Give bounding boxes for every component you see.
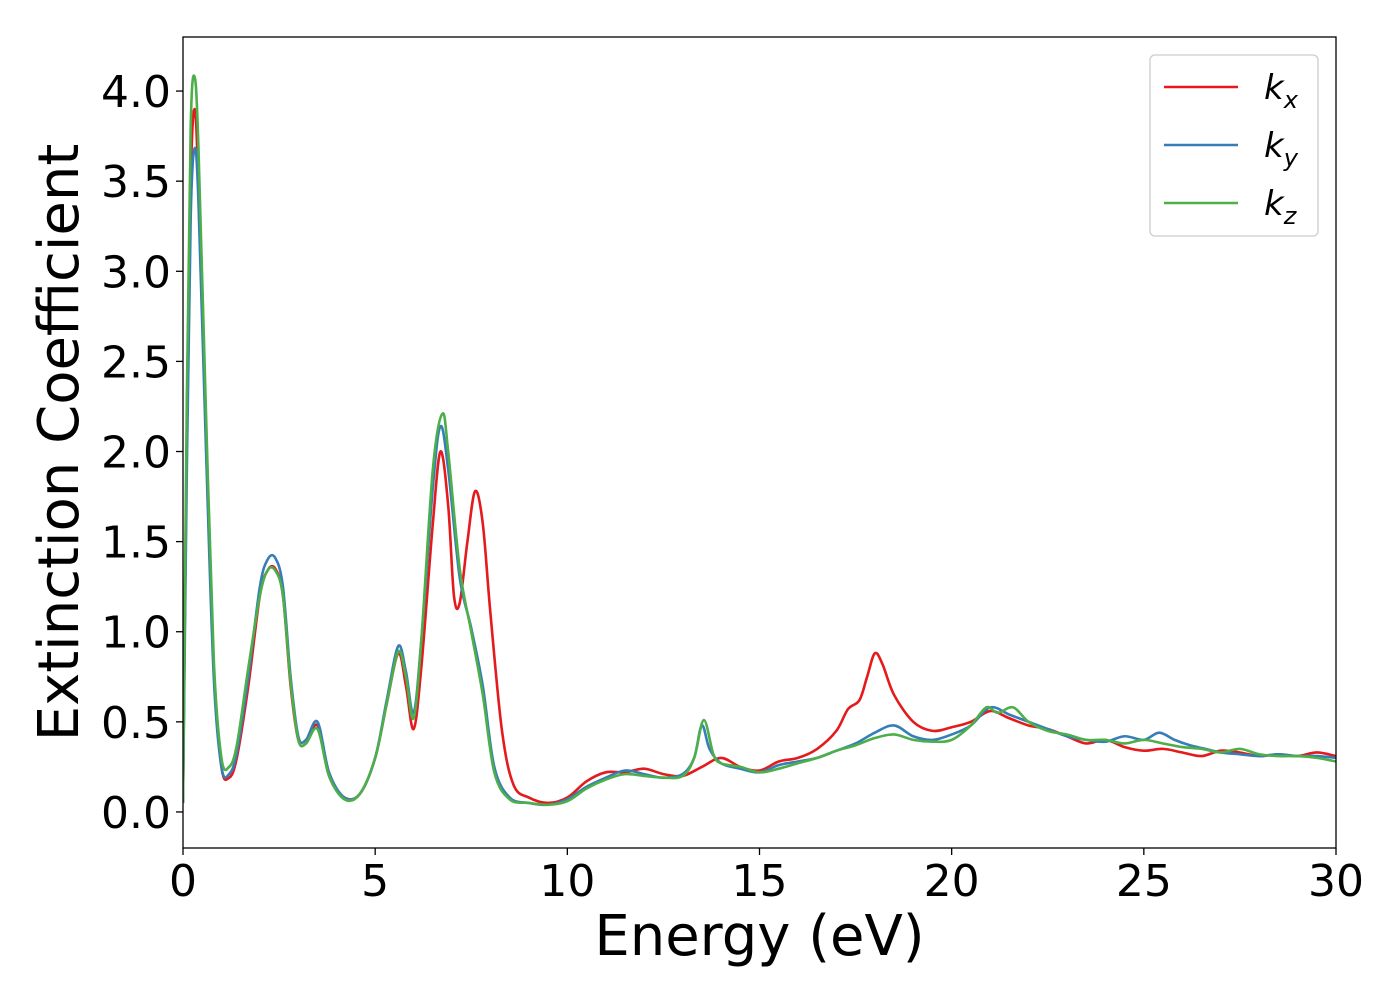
series-line-z bbox=[183, 74, 1336, 807]
y-tick-label: 1.5 bbox=[101, 518, 171, 569]
x-axis-label: Energy (eV) bbox=[594, 904, 924, 969]
y-tick-label: 3.0 bbox=[101, 247, 171, 298]
x-tick-label: 0 bbox=[169, 856, 197, 907]
y-tick-label: 2.5 bbox=[101, 337, 171, 388]
legend-label-y: ky bbox=[1264, 126, 1299, 172]
x-tick-label: 10 bbox=[539, 856, 595, 907]
x-tick-label: 5 bbox=[361, 856, 389, 907]
legend-label-main: k bbox=[1264, 68, 1285, 108]
x-tick-label: 25 bbox=[1116, 856, 1172, 907]
x-tick-label: 15 bbox=[732, 856, 788, 907]
y-tick-label: 0.5 bbox=[101, 698, 171, 749]
x-tick-label: 30 bbox=[1308, 856, 1364, 907]
legend-label-subscript: x bbox=[1283, 86, 1299, 114]
y-tick-label: 0.0 bbox=[101, 788, 171, 839]
legend-label-main: k bbox=[1264, 184, 1285, 224]
legend-label-subscript: y bbox=[1283, 144, 1299, 172]
x-axis-ticks: 0 5 10 15 20 25 30 bbox=[169, 848, 1364, 907]
y-tick-label: 3.5 bbox=[101, 157, 171, 208]
x-tick-label: 20 bbox=[924, 856, 980, 907]
legend-label-main: k bbox=[1264, 126, 1285, 166]
legend-label-z: kz bbox=[1264, 184, 1298, 230]
series-layer bbox=[183, 74, 1336, 807]
y-tick-label: 4.0 bbox=[101, 67, 171, 118]
y-axis-ticks: 0.0 0.5 1.0 1.5 2.0 2.5 3.0 3.5 4.0 bbox=[101, 67, 183, 839]
y-axis-label: Extinction Coefficient bbox=[27, 144, 92, 742]
y-tick-label: 1.0 bbox=[101, 608, 171, 659]
legend-label-subscript: z bbox=[1283, 202, 1298, 230]
series-line-y bbox=[183, 146, 1336, 807]
y-tick-label: 2.0 bbox=[101, 428, 171, 479]
legend-label-x: kx bbox=[1264, 68, 1299, 114]
